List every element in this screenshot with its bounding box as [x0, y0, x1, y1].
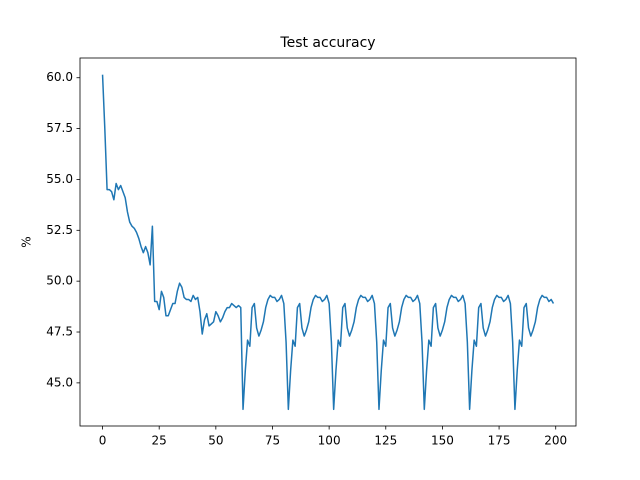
x-tick-label: 0	[99, 434, 107, 448]
x-tick-label: 50	[208, 434, 223, 448]
x-tick-label: 150	[431, 434, 454, 448]
x-tick-label: 75	[265, 434, 280, 448]
chart-title: Test accuracy	[279, 35, 375, 51]
y-axis-label: %	[20, 236, 34, 247]
y-tick-label: 50.0	[46, 274, 73, 288]
x-tick-label: 175	[488, 434, 511, 448]
plot-frame	[79, 57, 577, 427]
y-tick-label: 57.5	[46, 121, 73, 135]
x-tick-label: 25	[152, 434, 167, 448]
y-tick-label: 60.0	[46, 70, 73, 84]
x-tick-label: 100	[318, 434, 341, 448]
y-tick-label: 52.5	[46, 223, 73, 237]
y-tick-label: 45.0	[46, 375, 73, 389]
data-line	[101, 74, 555, 411]
y-tick-label: 55.0	[46, 172, 73, 186]
x-tick-label: 125	[374, 434, 397, 448]
x-tick-label: 200	[544, 434, 567, 448]
y-tick-label: 47.5	[46, 325, 73, 339]
